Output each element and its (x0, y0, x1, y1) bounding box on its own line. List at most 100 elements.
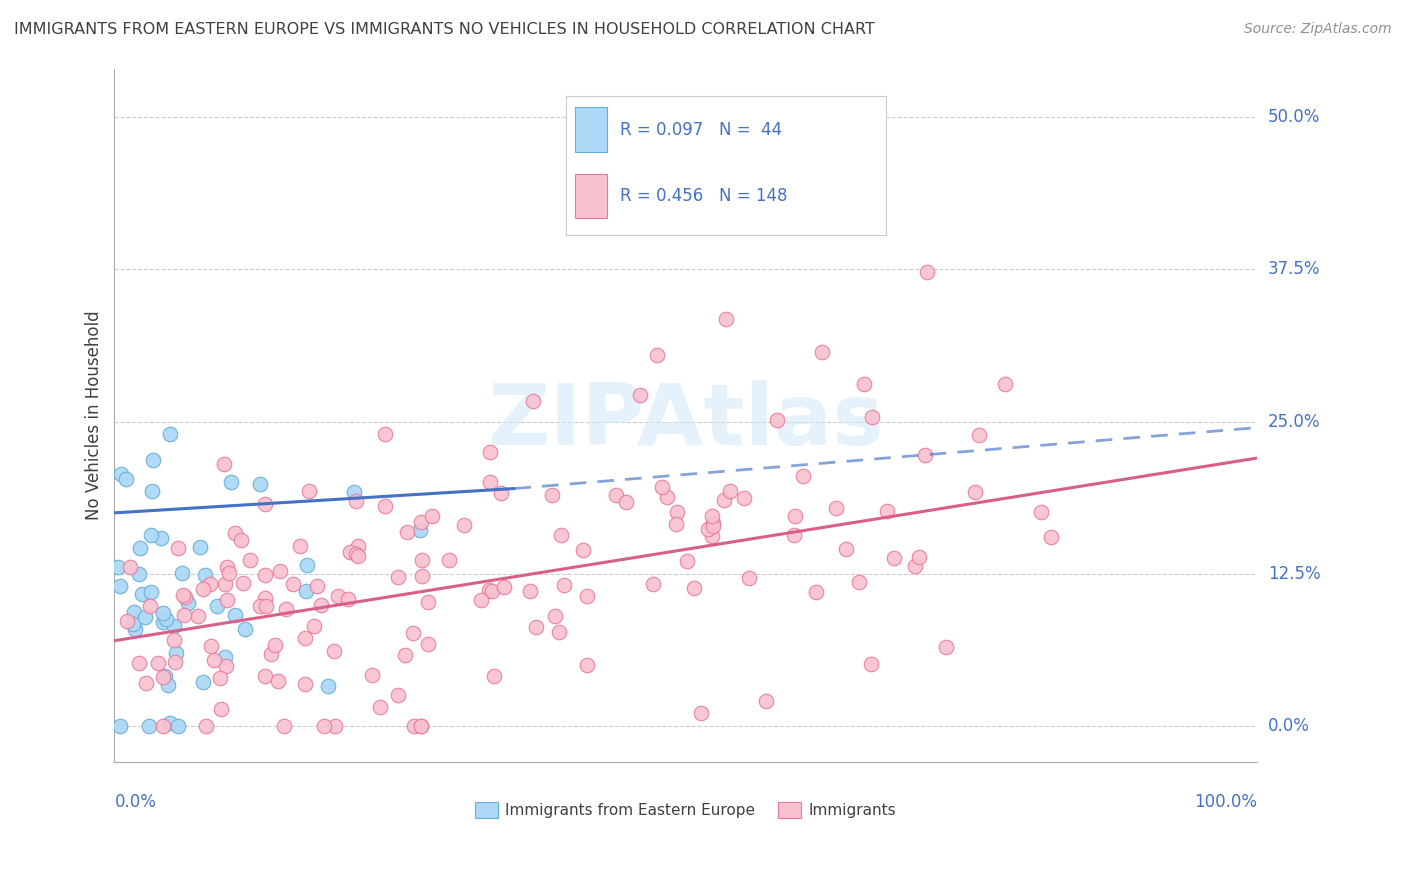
Point (326, 589, 349, 603)
Point (643, 577, 665, 591)
Point (339, 545, 361, 559)
Point (387, 570, 409, 584)
Point (318, 679, 340, 693)
Point (128, 566, 150, 581)
Point (108, 579, 131, 593)
Point (614, 495, 637, 509)
Point (361, 668, 384, 682)
Point (519, 583, 541, 598)
Point (159, 716, 181, 731)
Point (218, 566, 240, 581)
Point (935, 640, 957, 654)
Point (409, 515, 432, 529)
Point (347, 539, 370, 553)
Point (655, 491, 678, 505)
Point (420, 508, 443, 523)
Point (214, 577, 236, 591)
Point (121, 617, 143, 632)
Point (402, 719, 425, 733)
Point (142, 453, 165, 467)
Text: 0.0%: 0.0% (1268, 717, 1310, 735)
Point (738, 571, 761, 585)
Point (572, 543, 595, 558)
Point (215, 560, 238, 574)
Point (155, 612, 177, 626)
Point (470, 592, 492, 607)
Point (153, 668, 176, 682)
Point (141, 528, 163, 542)
Point (853, 377, 876, 392)
Point (172, 566, 194, 580)
Point (700, 529, 723, 543)
Point (605, 488, 627, 502)
Point (963, 484, 986, 499)
Point (374, 426, 396, 441)
Point (274, 601, 297, 615)
Point (131, 587, 153, 601)
Point (718, 483, 741, 498)
Point (783, 528, 806, 542)
Point (118, 559, 141, 574)
Point (825, 500, 848, 515)
Point (215, 659, 238, 673)
Point (122, 605, 145, 619)
Text: 12.5%: 12.5% (1268, 565, 1320, 582)
Point (128, 657, 150, 671)
Point (665, 517, 688, 532)
Point (1039, 530, 1062, 544)
Point (700, 508, 723, 523)
Point (576, 657, 599, 672)
Point (152, 670, 174, 684)
Point (792, 469, 814, 483)
Point (395, 525, 418, 540)
Point (295, 584, 318, 599)
Point (453, 518, 475, 533)
Point (548, 625, 571, 640)
Point (915, 265, 938, 279)
Point (253, 591, 276, 605)
Point (191, 675, 214, 690)
Point (394, 648, 416, 662)
Point (479, 475, 502, 490)
Point (115, 472, 138, 486)
Point (233, 622, 256, 636)
Point (209, 671, 232, 685)
Point (302, 619, 325, 633)
Point (157, 678, 180, 692)
Point (260, 647, 283, 661)
Point (163, 656, 186, 670)
Point (665, 505, 688, 519)
Text: Source: ZipAtlas.com: Source: ZipAtlas.com (1244, 22, 1392, 37)
Point (651, 480, 673, 494)
Point (344, 547, 367, 561)
Point (198, 577, 221, 591)
Point (269, 564, 291, 578)
Point (482, 669, 505, 683)
Point (481, 584, 503, 599)
Point (129, 541, 152, 555)
Point (173, 607, 195, 622)
Point (138, 719, 160, 733)
Point (713, 493, 735, 508)
Point (312, 719, 335, 733)
Point (214, 650, 236, 665)
Point (489, 485, 512, 500)
Point (281, 577, 304, 591)
Point (294, 631, 316, 645)
Point (193, 582, 215, 596)
Point (994, 376, 1017, 391)
Point (188, 541, 211, 555)
Point (297, 484, 319, 499)
Text: 50.0%: 50.0% (1268, 108, 1320, 126)
Point (716, 312, 738, 326)
Point (804, 584, 827, 599)
Point (553, 577, 575, 591)
Point (249, 476, 271, 491)
Point (1031, 505, 1053, 519)
Point (702, 519, 724, 533)
Point (267, 674, 290, 689)
Point (492, 580, 515, 594)
Point (409, 719, 432, 733)
Point (209, 702, 232, 716)
Point (177, 596, 200, 610)
